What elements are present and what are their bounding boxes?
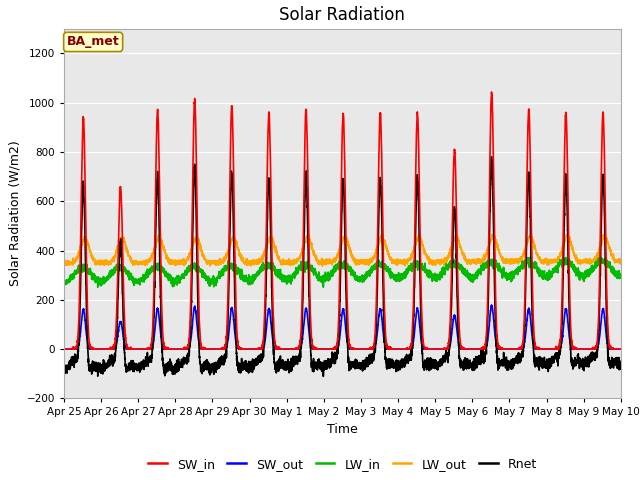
LW_out	[322, 257, 330, 263]
Rnet	[617, 361, 625, 367]
LW_out	[319, 263, 326, 269]
SW_in	[617, 346, 625, 352]
LW_out	[436, 259, 444, 265]
Rnet	[616, 359, 624, 365]
LW_in	[499, 271, 507, 277]
SW_out	[467, 346, 475, 352]
Legend: SW_in, SW_out, LW_in, LW_out, Rnet: SW_in, SW_out, LW_in, LW_out, Rnet	[143, 453, 542, 476]
SW_in	[467, 346, 475, 352]
LW_in	[617, 273, 625, 279]
LW_out	[60, 260, 68, 266]
SW_in	[616, 346, 624, 352]
Rnet	[488, 154, 495, 160]
SW_out	[60, 346, 68, 352]
LW_out	[467, 259, 475, 264]
SW_out	[436, 346, 444, 352]
Rnet	[160, 362, 168, 368]
SW_in	[436, 346, 444, 352]
LW_in	[319, 284, 327, 290]
LW_out	[160, 248, 168, 253]
SW_in	[488, 89, 495, 95]
Rnet	[467, 361, 475, 367]
Line: Rnet: Rnet	[64, 157, 621, 376]
SW_in	[322, 346, 330, 352]
LW_out	[415, 231, 422, 237]
LW_in	[616, 272, 624, 278]
LW_in	[467, 275, 475, 280]
SW_in	[60, 346, 68, 352]
SW_in	[499, 346, 507, 352]
LW_out	[499, 256, 507, 262]
LW_in	[597, 254, 605, 260]
Text: BA_met: BA_met	[67, 36, 120, 48]
Y-axis label: Solar Radiation (W/m2): Solar Radiation (W/m2)	[8, 141, 21, 287]
Rnet	[436, 357, 444, 362]
Title: Solar Radiation: Solar Radiation	[280, 6, 405, 24]
LW_in	[160, 266, 168, 272]
SW_out	[617, 346, 625, 352]
LW_out	[616, 261, 624, 267]
SW_out	[499, 346, 507, 352]
Rnet	[60, 364, 68, 370]
Rnet	[499, 357, 507, 363]
SW_out	[488, 302, 495, 308]
SW_out	[160, 346, 168, 351]
Line: LW_out: LW_out	[64, 234, 621, 266]
Rnet	[319, 373, 327, 379]
LW_out	[617, 258, 625, 264]
SW_out	[322, 346, 330, 352]
Line: SW_in: SW_in	[64, 92, 621, 349]
LW_in	[436, 271, 444, 277]
Line: LW_in: LW_in	[64, 257, 621, 287]
Rnet	[322, 363, 330, 369]
SW_out	[616, 346, 624, 352]
LW_in	[60, 279, 68, 285]
Line: SW_out: SW_out	[64, 305, 621, 349]
SW_in	[160, 342, 168, 348]
LW_in	[322, 276, 330, 281]
X-axis label: Time: Time	[327, 423, 358, 436]
